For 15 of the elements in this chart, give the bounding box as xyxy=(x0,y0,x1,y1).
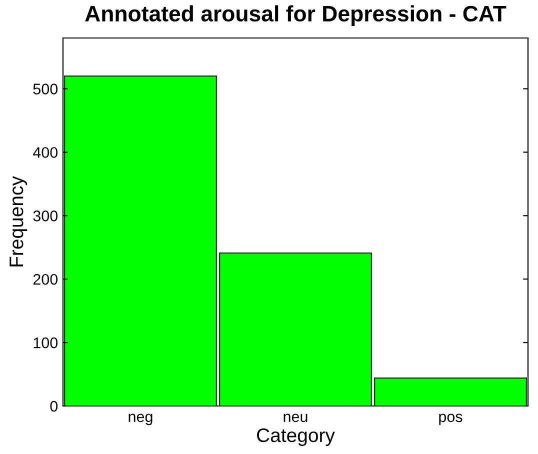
x-axis-title: Category xyxy=(257,428,335,446)
y-tick-label: 100 xyxy=(34,337,58,348)
chart-title: Annotated arousal for Depression - CAT xyxy=(85,5,506,26)
y-tick-label: 0 xyxy=(50,400,58,412)
y-tick-label: 200 xyxy=(33,274,58,285)
y-tick-label: 400 xyxy=(33,147,58,158)
x-tick-label: neu xyxy=(284,414,308,422)
bar xyxy=(374,378,528,406)
y-tick-label: 300 xyxy=(33,210,58,222)
x-tick-label: pos xyxy=(439,414,462,426)
bar xyxy=(64,76,218,406)
x-tick-label: neg xyxy=(128,414,152,426)
y-tick-label: 500 xyxy=(33,84,58,94)
bar xyxy=(218,252,372,406)
y-axis-title: Frequency xyxy=(10,176,28,266)
